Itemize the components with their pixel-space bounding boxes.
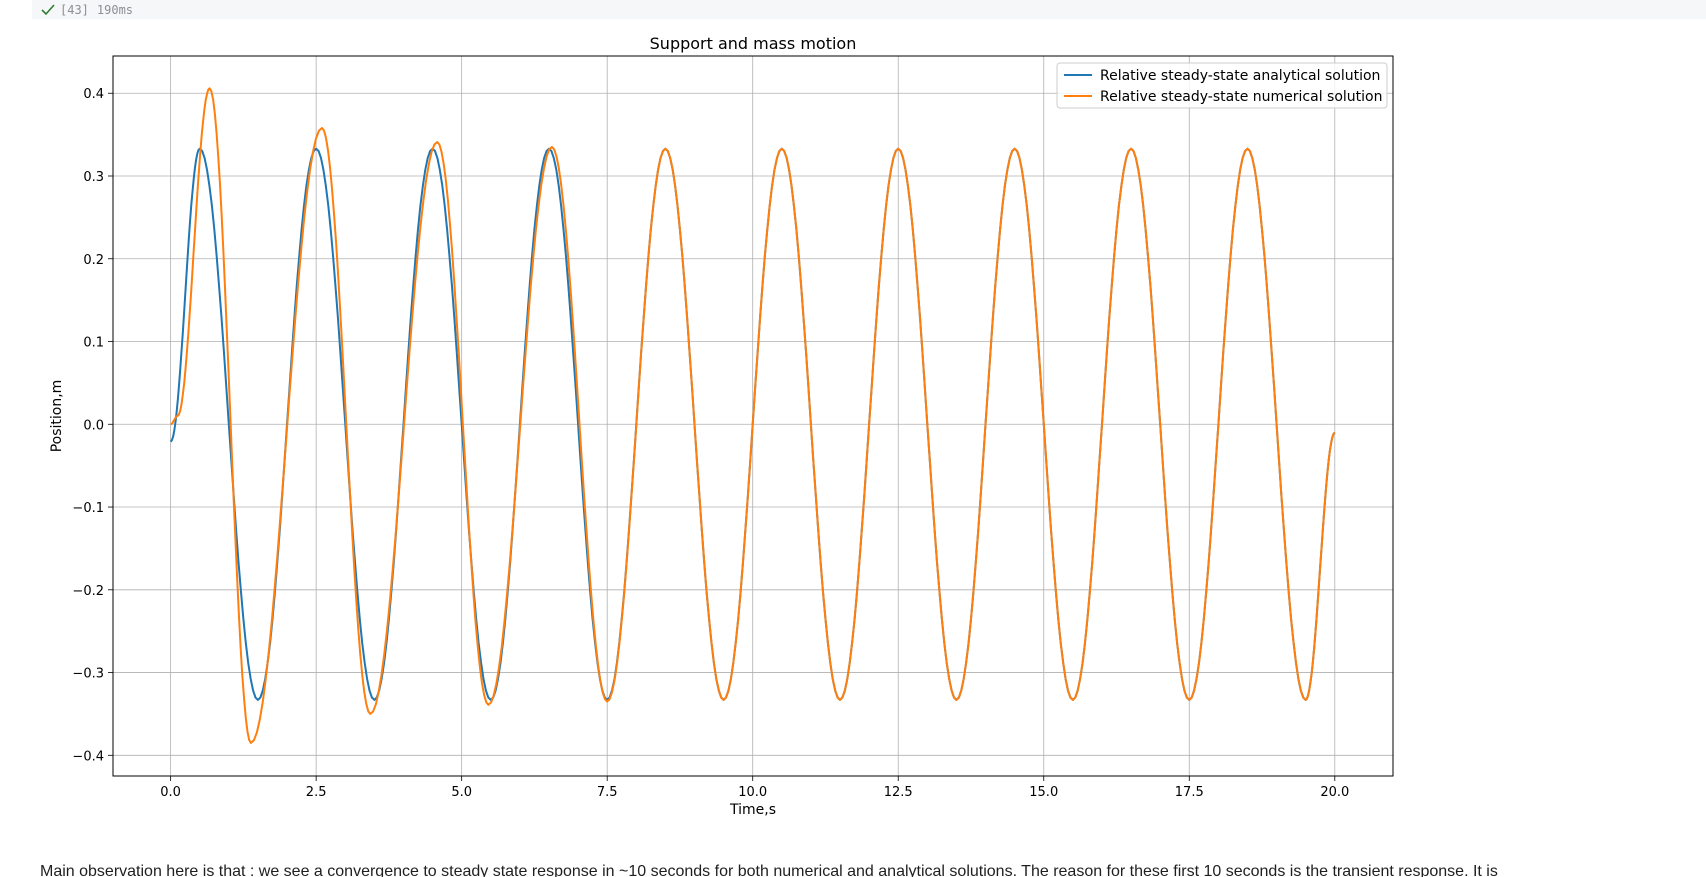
y-tick-label: 0.2	[83, 253, 104, 268]
numerical-series-line	[169, 87, 1336, 744]
cell-execution-status: [43] 190ms	[32, 0, 1706, 19]
execution-count: [43]	[60, 2, 89, 17]
plot-frame	[112, 55, 1394, 777]
x-tick-label: 17.5	[1175, 785, 1204, 800]
y-tick-label: −0.2	[72, 584, 104, 599]
x-tick-label: 5.0	[451, 785, 472, 800]
y-tick-label: −0.1	[72, 501, 104, 516]
y-tick-label: 0.4	[83, 87, 104, 102]
observation-paragraph: Main observation here is that : we see a…	[40, 863, 1498, 877]
plot-output: 0.0 2.5 5.0 7.5 10.0 12.5 15.0 17.5 20.0 0.4 0.3 0.…	[0, 19, 1706, 849]
chart-title: Support and mass motion	[650, 34, 857, 53]
x-tick-label: 0.0	[160, 785, 181, 800]
line-chart: 0.0 2.5 5.0 7.5 10.0 12.5 15.0 17.5 20.0 0.4 0.3 0.…	[49, 34, 1394, 818]
x-axis-label: Time,s	[729, 802, 776, 818]
check-icon	[41, 3, 55, 15]
x-tick-label: 7.5	[597, 785, 618, 800]
y-tick-label: 0.3	[83, 170, 104, 185]
legend-label-analytical: Relative steady-state analytical solutio…	[1100, 68, 1380, 84]
y-tick-label: −0.4	[72, 749, 104, 764]
x-tick-label: 20.0	[1320, 785, 1349, 800]
legend-label-numerical: Relative steady-state numerical solution	[1100, 89, 1382, 105]
y-tick-label: −0.3	[72, 667, 104, 682]
execution-duration: 190ms	[96, 2, 134, 17]
y-tick-label: 0.0	[83, 418, 104, 433]
legend-box	[1056, 62, 1388, 109]
observation-text: Main observation here is that : we see a…	[40, 863, 1680, 877]
x-tick-label: 12.5	[884, 785, 913, 800]
x-tick-label: 10.0	[738, 785, 767, 800]
y-axis-label: Position,m	[49, 380, 65, 453]
x-tick-label: 2.5	[306, 785, 327, 800]
y-tick-label: 0.1	[83, 336, 104, 351]
x-tick-label: 15.0	[1029, 785, 1058, 800]
